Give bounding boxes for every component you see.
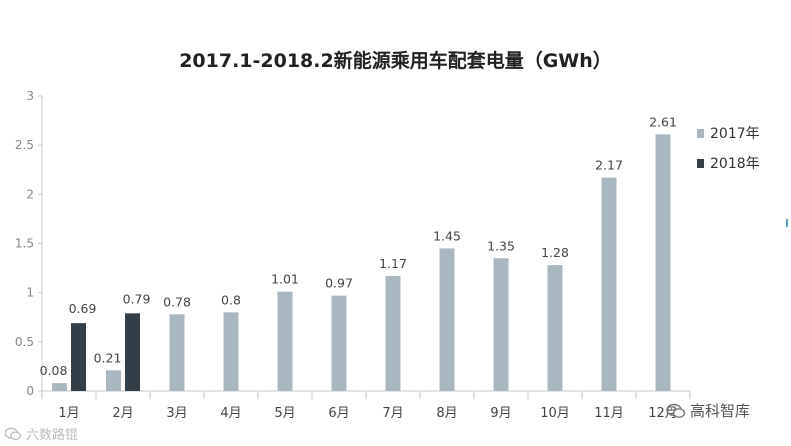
data-label-2017: 2.17 [595,158,623,173]
y-tick-label: 2.5 [15,138,34,152]
bar-2017 [601,177,617,391]
watermark-left-text: 六数路锟 [26,428,79,443]
y-tick-label: 1.5 [15,237,34,251]
bar-2018 [71,323,86,391]
data-label-2017: 0.78 [163,294,191,309]
data-label-2017: 2.61 [649,114,677,129]
wechat-icon [666,403,686,418]
y-tick-label: 0.5 [15,335,34,349]
x-tick-label: 2月 [112,406,133,421]
watermark-right: 高科智库 [666,400,750,421]
x-tick-label: 3月 [166,406,187,421]
legend-item-2018: 2018年 [697,148,760,178]
data-label-2017: 0.8 [221,292,241,307]
y-tick-label: 0 [26,384,34,398]
bar-2018 [125,313,140,391]
bar-2017 [106,370,121,391]
data-label-2017: 0.97 [325,276,353,291]
x-tick-label: 5月 [274,406,295,421]
data-label-2017: 1.17 [379,256,407,271]
x-tick-label: 10月 [540,406,570,421]
data-label-2018: 0.79 [123,291,151,306]
legend-item-2017: 2017年 [697,118,760,148]
bar-2017 [655,134,671,391]
y-tick-label: 3 [26,89,34,103]
x-tick-label: 11月 [594,406,624,421]
legend-swatch-2017 [697,128,704,138]
data-label-2017: 1.28 [541,245,569,260]
bar-2017 [439,248,455,391]
x-tick-label: 12月 [648,406,678,421]
watermark-right-text: 高科智库 [690,402,751,420]
data-label-2017: 0.08 [40,363,68,378]
chart-title: 2017.1-2018.2新能源乘用车配套电量（GWh） [179,50,612,72]
bar-2017 [547,265,563,391]
bar-2017 [331,295,347,391]
data-label-2017: 1.45 [433,228,461,243]
bar-2017 [52,383,67,391]
data-label-2017: 1.01 [271,272,299,287]
x-tick-label: 1月 [58,406,79,421]
x-tick-label: 8月 [436,406,457,421]
bar-2017 [277,291,293,391]
legend-swatch-2018 [697,158,704,168]
legend-label-2018: 2018年 [710,156,760,172]
x-tick-label: 9月 [490,406,511,421]
data-label-2018: 0.69 [69,301,97,316]
wechat-icon [4,427,22,440]
x-tick-label: 4月 [220,406,241,421]
x-tick-label: 7月 [382,406,403,421]
data-label-2017: 1.35 [487,238,515,253]
watermark-left: 六数路锟 [4,424,78,443]
x-tick-label: 6月 [328,406,349,421]
bar-2017 [385,275,401,391]
bar-2017 [223,312,239,391]
legend-label-2017: 2017年 [710,126,760,142]
y-tick-label: 2 [26,187,34,201]
bar-2017 [493,258,509,391]
legend: 2017年 2018年 [697,118,760,178]
y-tick-label: 1 [26,286,34,300]
bar-2017 [169,314,185,391]
edge-mark [786,219,788,227]
data-label-2017: 0.21 [94,350,122,365]
